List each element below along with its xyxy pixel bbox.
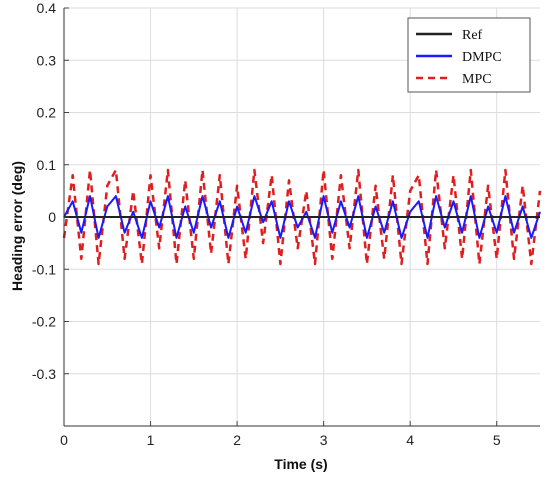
y-tick-label: 0.3: [37, 52, 57, 68]
x-tick-label: 4: [406, 432, 414, 448]
x-axis-title: Time (s): [274, 456, 327, 472]
y-axis-title: Heading error (deg): [9, 161, 25, 291]
y-tick-label: 0: [48, 209, 56, 225]
legend-label-dmpc: DMPC: [462, 50, 502, 65]
x-tick-label: 3: [320, 432, 328, 448]
y-tick-label: -0.1: [32, 261, 56, 277]
x-tick-label: 2: [233, 432, 241, 448]
y-tick-label: 0.1: [37, 157, 57, 173]
y-tick-label: -0.3: [32, 366, 56, 382]
series-layer: [62, 168, 542, 266]
y-tick-label: 0.2: [37, 105, 57, 121]
x-tick-label: 0: [60, 432, 68, 448]
y-tick-label: -0.2: [32, 314, 56, 330]
axes: [63, 7, 540, 427]
tick-labels: 0 1 2 3 4 5 0.4 0.3 0.2 0.1 0 -0.1 -0.2 -0.3: [32, 0, 501, 448]
legend-label-mpc: MPC: [462, 72, 492, 87]
legend-items: Ref DMPC MPC: [416, 28, 502, 87]
x-tick-label: 5: [493, 432, 501, 448]
x-tick-label: 1: [147, 432, 155, 448]
y-tick-label: 0.4: [37, 0, 57, 16]
series-dmpc-line: [63, 195, 541, 239]
legend: Ref DMPC MPC: [407, 17, 531, 93]
legend-label-ref: Ref: [462, 28, 483, 43]
